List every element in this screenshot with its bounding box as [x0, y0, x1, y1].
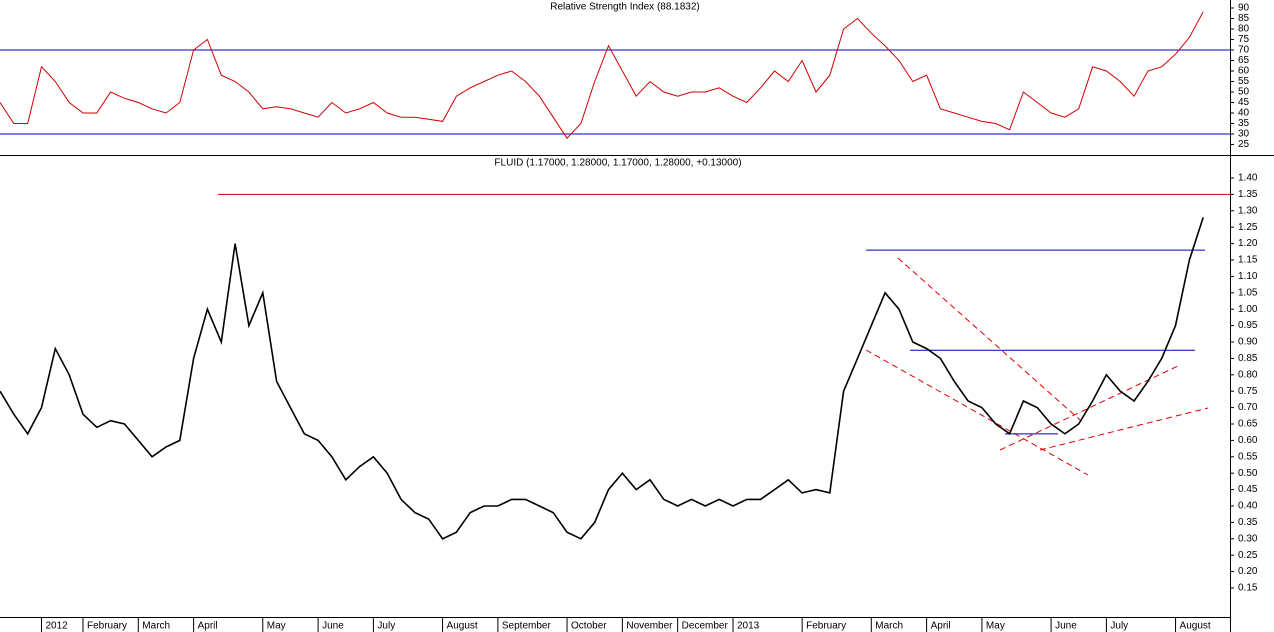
price-title: FLUID (1.17000, 1.28000, 1.17000, 1.2800… — [494, 158, 741, 169]
x-tick-label: November — [626, 621, 673, 632]
y-tick-label: 0.15 — [1238, 583, 1258, 594]
y-tick-label: 0.30 — [1238, 533, 1258, 544]
y-tick-label: 25 — [1238, 139, 1250, 150]
y-tick-label: 0.25 — [1238, 550, 1258, 561]
x-tick-label: May — [986, 621, 1005, 632]
x-tick-label: May — [267, 621, 286, 632]
y-tick-label: 0.60 — [1238, 435, 1258, 446]
y-tick-label: 0.85 — [1238, 353, 1258, 364]
y-tick-label: 0.20 — [1238, 566, 1258, 577]
y-tick-label: 45 — [1238, 97, 1250, 108]
x-tick-label: February — [87, 621, 127, 632]
x-tick-label: July — [377, 621, 395, 632]
y-tick-label: 70 — [1238, 45, 1250, 56]
x-tick-label: June — [1055, 621, 1077, 632]
y-tick-label: 90 — [1238, 3, 1250, 14]
y-tick-label: 0.75 — [1238, 386, 1258, 397]
x-tick-label: March — [142, 621, 170, 632]
y-tick-label: 1.25 — [1238, 222, 1258, 233]
x-tick-label: June — [322, 621, 344, 632]
y-tick-label: 40 — [1238, 108, 1250, 119]
y-tick-label: 1.15 — [1238, 255, 1258, 266]
y-tick-label: 80 — [1238, 24, 1250, 35]
x-tick-label: February — [806, 621, 846, 632]
y-tick-label: 0.50 — [1238, 468, 1258, 479]
y-tick-label: 0.55 — [1238, 451, 1258, 462]
x-tick-label: August — [1180, 621, 1211, 632]
x-tick-label: August — [447, 621, 478, 632]
y-tick-label: 1.35 — [1238, 189, 1258, 200]
y-tick-label: 1.20 — [1238, 238, 1258, 249]
x-tick-label: 2012 — [45, 621, 68, 632]
y-tick-label: 0.45 — [1238, 484, 1258, 495]
x-tick-label: April — [198, 621, 218, 632]
y-tick-label: 0.90 — [1238, 337, 1258, 348]
y-tick-label: 1.05 — [1238, 287, 1258, 298]
y-tick-label: 1.30 — [1238, 205, 1258, 216]
y-tick-label: 65 — [1238, 55, 1250, 66]
x-tick-label: 2013 — [737, 621, 760, 632]
x-tick-label: October — [571, 621, 607, 632]
rsi-title: Relative Strength Index (88.1832) — [550, 2, 700, 13]
rsi-line — [0, 11, 1204, 140]
y-tick-label: 0.70 — [1238, 402, 1258, 413]
y-tick-label: 1.00 — [1238, 304, 1258, 315]
y-tick-label: 35 — [1238, 118, 1250, 129]
y-tick-label: 0.95 — [1238, 320, 1258, 331]
y-tick-label: 60 — [1238, 66, 1250, 77]
y-tick-label: 0.40 — [1238, 501, 1258, 512]
y-tick-label: 85 — [1238, 13, 1250, 24]
y-tick-label: 30 — [1238, 129, 1250, 140]
price-line — [0, 217, 1204, 540]
y-tick-label: 1.10 — [1238, 271, 1258, 282]
y-tick-label: 75 — [1238, 34, 1250, 45]
x-tick-label: March — [875, 621, 903, 632]
y-tick-label: 50 — [1238, 87, 1250, 98]
y-tick-label: 55 — [1238, 76, 1250, 87]
y-tick-label: 1.40 — [1238, 173, 1258, 184]
x-tick-label: September — [502, 621, 552, 632]
y-tick-label: 0.65 — [1238, 419, 1258, 430]
y-tick-label: 0.35 — [1238, 517, 1258, 528]
x-tick-label: April — [931, 621, 951, 632]
y-tick-label: 0.80 — [1238, 369, 1258, 380]
x-tick-label: July — [1110, 621, 1128, 632]
x-tick-label: December — [682, 621, 729, 632]
